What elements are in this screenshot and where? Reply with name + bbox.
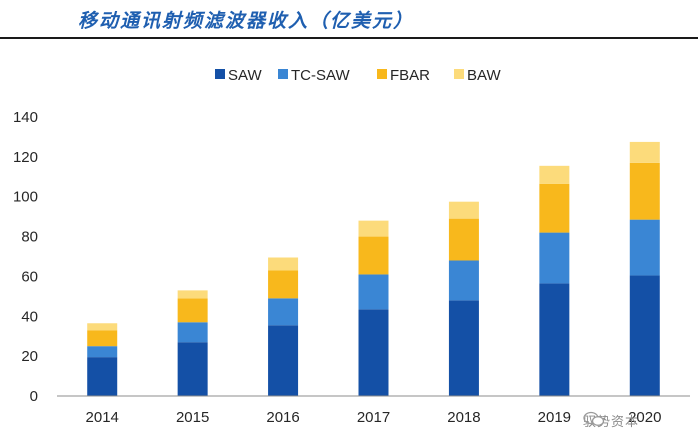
bar-segment-tc-saw [539, 232, 570, 284]
y-tick-label: 60 [21, 268, 38, 285]
legend-label-saw: SAW [228, 67, 262, 84]
bar-segment-tc-saw [358, 274, 389, 310]
chart-title: 移动通讯射频滤波器收入（亿美元） [78, 10, 415, 32]
y-tick-label: 120 [13, 149, 38, 166]
bar-segment-fbar [448, 218, 479, 261]
x-tick-label: 2020 [628, 409, 661, 426]
bar-segment-baw [539, 165, 570, 184]
x-tick-label: 2019 [538, 409, 571, 426]
bar-segment-fbar [268, 270, 299, 299]
bar-segment-saw [629, 275, 660, 396]
bars [87, 141, 660, 396]
x-tick-label: 2016 [266, 409, 299, 426]
y-tick-label: 20 [21, 348, 38, 365]
watermark: 驭势资本 [583, 411, 639, 430]
bar-segment-fbar [87, 330, 118, 347]
bar-segment-baw [177, 290, 208, 299]
bar-segment-fbar [177, 298, 208, 323]
y-tick-label: 80 [21, 229, 38, 246]
x-tick-label: 2018 [447, 409, 480, 426]
x-axis: 2014 2015 2016 2017 2018 2019 2020 [57, 395, 690, 426]
bar-segment-tc-saw [629, 219, 660, 276]
bar-segment-tc-saw [448, 260, 479, 301]
bar-segment-saw [268, 325, 299, 396]
y-tick-label: 100 [13, 189, 38, 206]
legend-label-tc-saw: TC-SAW [291, 67, 350, 84]
x-tick-label: 2014 [86, 409, 119, 426]
bar-segment-baw [358, 220, 389, 237]
legend-label-baw: BAW [467, 67, 501, 84]
bar-segment-tc-saw [177, 322, 208, 343]
y-axis: 0 20 40 60 80 100 120 140 [13, 109, 38, 405]
bar-segment-saw [539, 283, 570, 396]
bar-segment-baw [629, 141, 660, 163]
legend-swatch-baw [454, 69, 464, 79]
x-tick-label: 2017 [357, 409, 390, 426]
bar-segment-fbar [629, 162, 660, 220]
x-tick-label: 2015 [176, 409, 209, 426]
bar-segment-baw [87, 323, 118, 331]
bar-segment-fbar [539, 183, 570, 233]
bar-segment-baw [268, 257, 299, 271]
legend-swatch-saw [215, 69, 225, 79]
title-underline [0, 37, 698, 39]
bar-segment-saw [177, 342, 208, 396]
legend-swatch-tc-saw [278, 69, 288, 79]
legend: SAW TC-SAW FBAR BAW [215, 67, 501, 84]
bar-segment-saw [87, 357, 118, 396]
legend-swatch-fbar [377, 69, 387, 79]
y-tick-label: 140 [13, 109, 38, 126]
wechat-icon [583, 411, 605, 426]
bar-segment-saw [448, 300, 479, 396]
y-tick-label: 40 [21, 308, 38, 325]
bar-segment-fbar [358, 236, 389, 275]
bar-segment-baw [448, 201, 479, 219]
bar-segment-tc-saw [87, 346, 118, 358]
legend-label-fbar: FBAR [390, 67, 430, 84]
y-tick-label: 0 [30, 388, 38, 405]
bar-segment-saw [358, 309, 389, 396]
bar-segment-tc-saw [268, 298, 299, 326]
